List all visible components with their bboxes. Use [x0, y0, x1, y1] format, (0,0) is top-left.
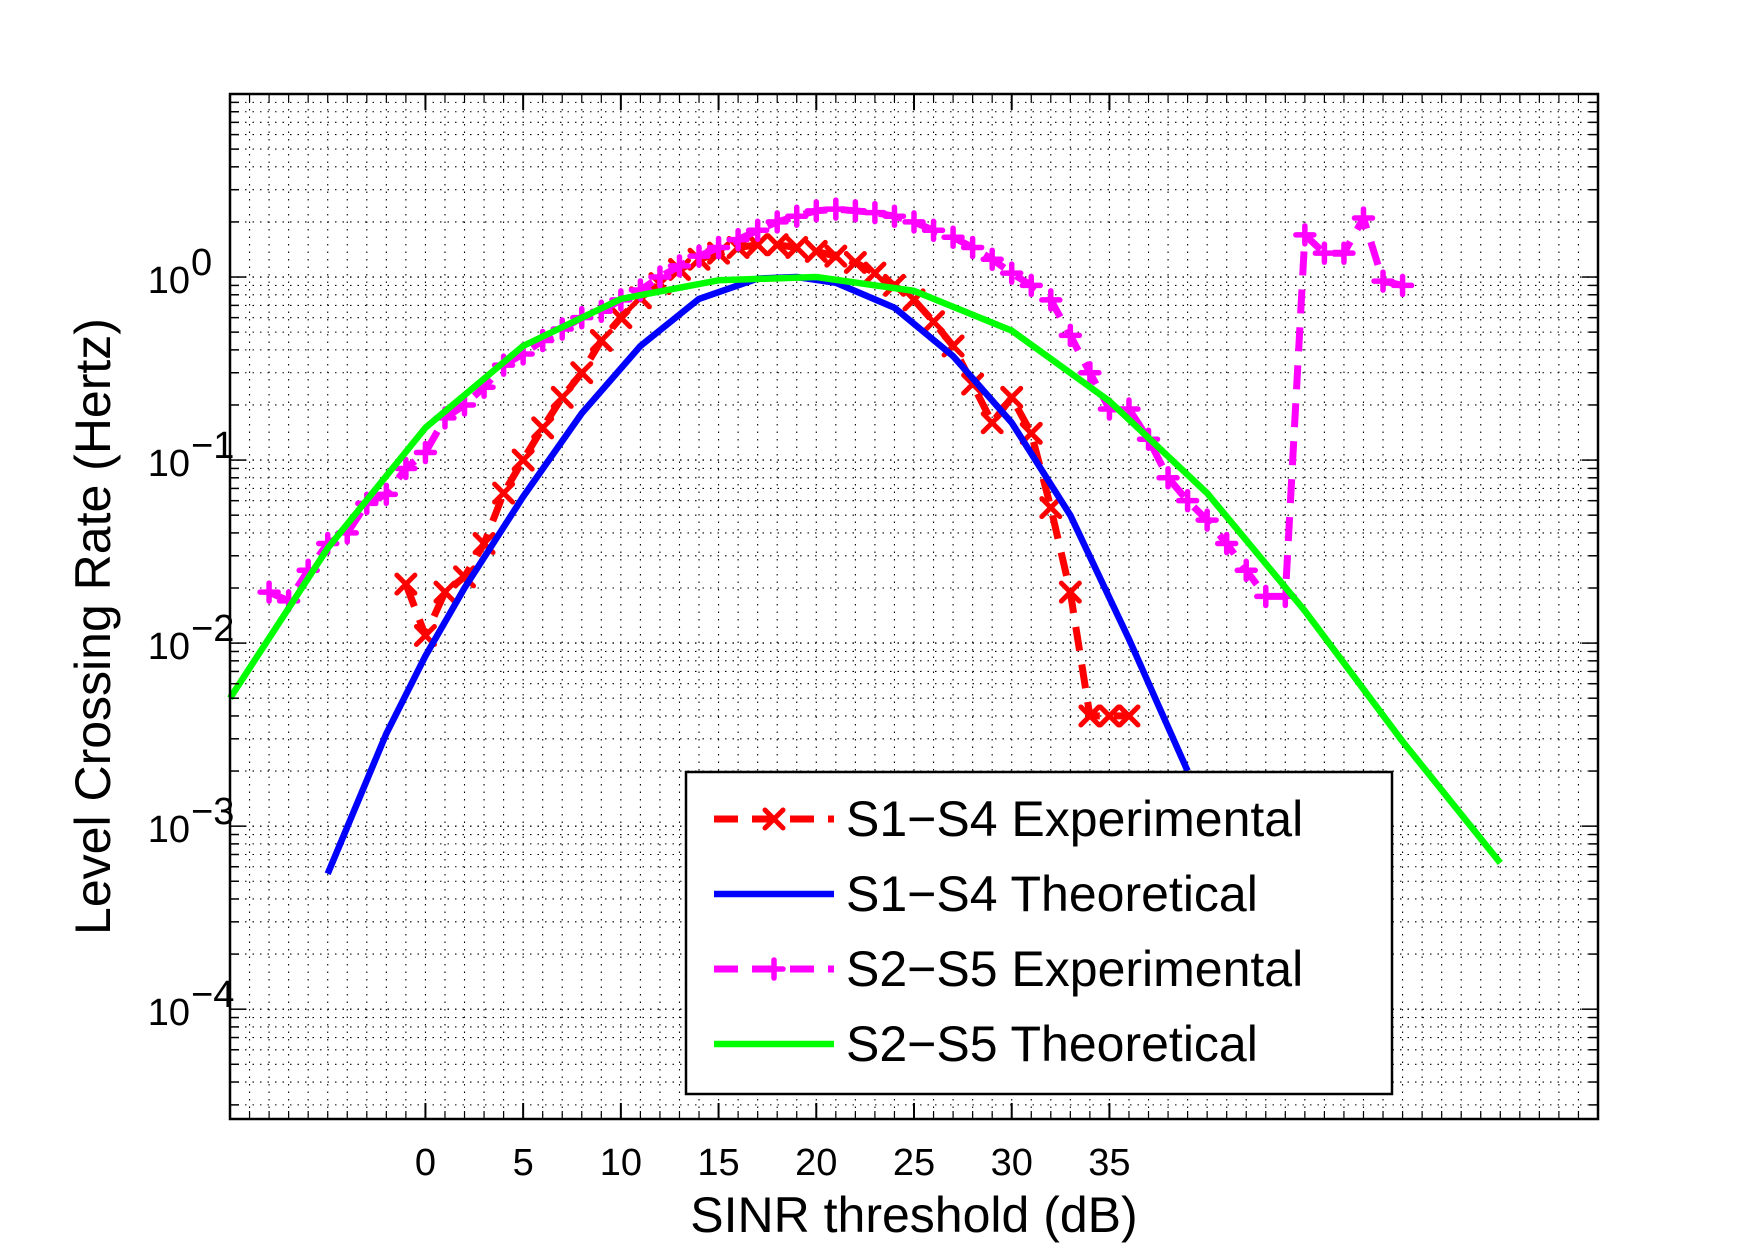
legend-entry: S2−S5 Theoretical — [714, 1016, 1258, 1072]
x-tick-label: 10 — [600, 1142, 642, 1184]
x-axis-label: SINR threshold (dB) — [690, 1187, 1137, 1243]
legend-entry: S1−S4 Theoretical — [714, 866, 1258, 922]
data-point — [843, 251, 867, 275]
y-tick-label: 10 −2 — [148, 608, 235, 668]
legend-label: S2−S5 Theoretical — [846, 1016, 1258, 1072]
series-line — [227, 273, 1503, 865]
series-line — [267, 205, 1404, 605]
data-point — [1117, 704, 1141, 728]
series-layer — [227, 197, 1503, 875]
y-tick-label-exponent: 0 — [191, 242, 212, 284]
data-point — [413, 624, 437, 648]
y-axis-label: Level Crossing Rate (Hertz) — [65, 318, 121, 935]
data-point — [824, 244, 848, 268]
data-point — [922, 310, 946, 334]
data-point — [746, 233, 770, 257]
legend: S1−S4 Experimental S1−S4 Theoretical S2−S5… — [684, 770, 1394, 1096]
legend-box — [684, 770, 1394, 1096]
y-tick-label-base: 10 — [148, 260, 190, 302]
y-tick-label-base: 10 — [148, 626, 190, 668]
y-tick-label: 10 −4 — [148, 974, 235, 1034]
y-tick-label-exponent: −3 — [191, 791, 234, 833]
data-point — [550, 385, 574, 409]
y-tick-label-base: 10 — [148, 992, 190, 1034]
legend-entry: S2−S5 Experimental — [714, 941, 1303, 997]
data-point — [804, 239, 828, 263]
data-point — [1097, 704, 1121, 728]
data-point — [433, 580, 457, 604]
series-4 — [227, 273, 1503, 865]
data-point — [589, 329, 613, 353]
data-point — [492, 481, 516, 505]
legend-entry: S1−S4 Experimental — [714, 791, 1303, 847]
data-point — [980, 411, 1004, 435]
x-tick-label: 20 — [795, 1142, 837, 1184]
x-tick-label: 30 — [991, 1142, 1033, 1184]
data-point — [609, 306, 633, 330]
data-point — [472, 532, 496, 556]
x-tick-label: 5 — [513, 1142, 534, 1184]
data-point — [453, 565, 477, 589]
y-tick-label-exponent: −2 — [191, 608, 234, 650]
x-tick-label: 15 — [697, 1142, 739, 1184]
data-point — [1078, 704, 1102, 728]
x-tick-label: 0 — [415, 1142, 436, 1184]
y-tick-label: 10 0 — [148, 242, 212, 302]
y-tick-label-exponent: −1 — [191, 425, 234, 467]
data-point — [863, 261, 887, 285]
ticks — [230, 93, 1598, 1119]
y-tick-label-exponent: −4 — [191, 974, 234, 1016]
y-tick-label-base: 10 — [148, 809, 190, 851]
data-point — [511, 448, 535, 472]
data-point — [1039, 496, 1063, 520]
legend-label: S1−S4 Experimental — [846, 791, 1303, 847]
data-point — [1000, 385, 1024, 409]
data-point — [961, 372, 985, 396]
y-tick-label: 10 −1 — [148, 425, 235, 485]
data-point — [1058, 580, 1082, 604]
data-point — [394, 572, 418, 596]
data-point — [785, 235, 809, 259]
data-point — [765, 233, 789, 257]
data-point — [570, 361, 594, 385]
y-tick-label-base: 10 — [148, 443, 190, 485]
data-point — [531, 416, 555, 440]
y-tick-label: 10 −3 — [148, 791, 235, 851]
legend-label: S1−S4 Theoretical — [846, 866, 1258, 922]
x-tick-label: 35 — [1088, 1142, 1130, 1184]
legend-label: S2−S5 Experimental — [846, 941, 1303, 997]
data-point — [762, 807, 786, 831]
x-tick-label: 25 — [893, 1142, 935, 1184]
plot-frame — [228, 92, 1600, 1121]
